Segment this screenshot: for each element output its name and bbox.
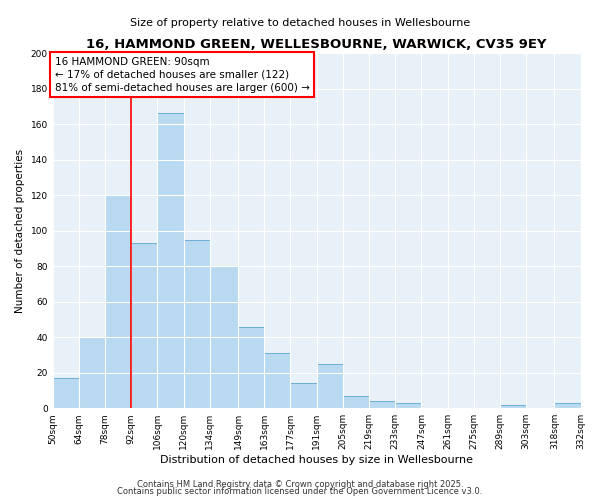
Bar [157,114,184,408]
Text: Contains HM Land Registry data © Crown copyright and database right 2025.: Contains HM Land Registry data © Crown c… [137,480,463,489]
Bar [290,384,317,408]
Bar [500,404,526,408]
Text: 16 HAMMOND GREEN: 90sqm
← 17% of detached houses are smaller (122)
81% of semi-d: 16 HAMMOND GREEN: 90sqm ← 17% of detache… [55,56,310,93]
Bar [53,378,79,408]
X-axis label: Distribution of detached houses by size in Wellesbourne: Distribution of detached houses by size … [160,455,473,465]
Title: 16, HAMMOND GREEN, WELLESBOURNE, WARWICK, CV35 9EY: 16, HAMMOND GREEN, WELLESBOURNE, WARWICK… [86,38,547,51]
Bar [264,353,290,408]
Bar [317,364,343,408]
Bar [131,243,157,408]
Bar [105,195,131,408]
Bar [343,396,369,408]
Bar [369,401,395,408]
Bar [395,403,421,408]
Text: Contains public sector information licensed under the Open Government Licence v3: Contains public sector information licen… [118,488,482,496]
Y-axis label: Number of detached properties: Number of detached properties [15,148,25,312]
Bar [554,403,581,408]
Text: Size of property relative to detached houses in Wellesbourne: Size of property relative to detached ho… [130,18,470,28]
Bar [184,240,210,408]
Bar [79,337,105,408]
Bar [210,266,238,408]
Bar [238,326,264,408]
